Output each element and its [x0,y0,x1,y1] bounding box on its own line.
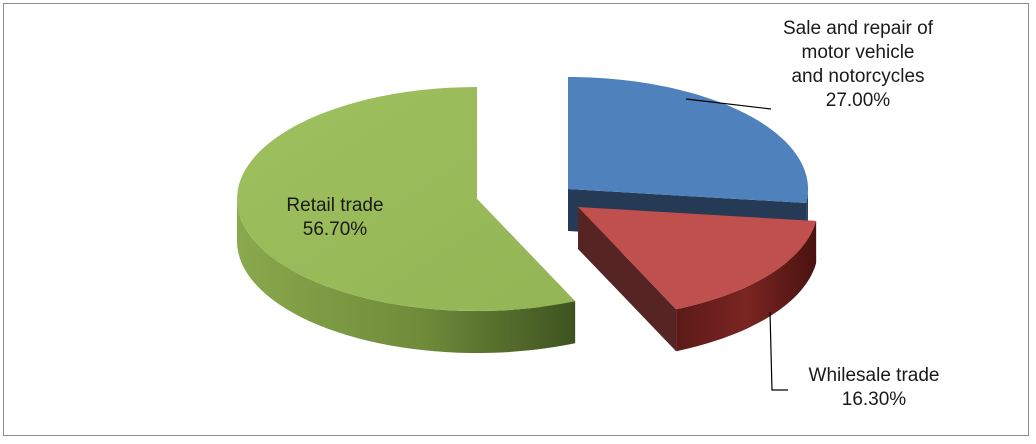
leader-line-sale-and-repair [685,98,772,110]
slice-label-line: Whilesale trade [808,365,940,386]
slice-cut-face [578,207,677,352]
pie-slice-retail-trade [237,87,576,353]
pie-slice-wholesale-trade [578,207,817,352]
slice-top-face [237,87,576,311]
slice-label-line: motor vehicle [801,42,915,63]
slice-value-label: 27.00% [825,90,891,111]
slice-label-line: Sale and repair of [783,18,933,39]
slice-label-retail-trade: Retail trade 56.70% [262,194,408,242]
slice-label-wholesale-trade: Whilesale trade 16.30% [786,364,962,412]
slice-outer-wall [237,199,576,353]
leader-line-wholesale-trade [769,311,788,391]
slice-label-sale-and-repair: Sale and repair of motor vehicle and not… [738,17,978,113]
slice-outer-wall [676,221,817,352]
slice-label-line: Retail trade [286,195,384,216]
slice-top-face [568,77,808,203]
slice-top-face [578,207,817,310]
chart-area [3,3,1029,436]
slice-value-label: 16.30% [841,389,907,410]
slice-label-line: and notorcycles [791,66,925,87]
slice-value-label: 56.70% [302,219,368,240]
